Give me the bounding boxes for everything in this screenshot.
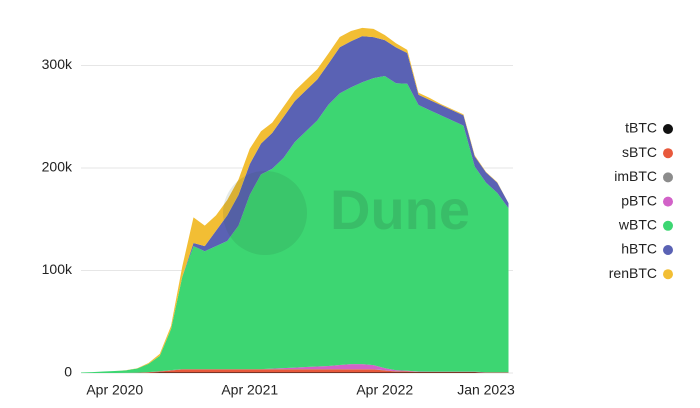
y-tick-label: 100k [42,261,73,277]
y-tick-label: 0 [64,364,72,380]
x-tick-label: Jan 2023 [457,382,515,398]
legend-swatch [663,269,673,280]
area [81,76,509,373]
legend-swatch [663,124,673,134]
legend-label: renBTC [609,265,657,281]
area [81,27,509,373]
legend-swatch [663,196,673,207]
legend-label: tBTC [625,120,657,136]
legend-label: wBTC [618,217,657,233]
y-tick-label: 300k [42,56,73,72]
legend-swatch [663,172,673,183]
legend-swatch [663,220,673,231]
x-tick-label: Apr 2022 [356,382,413,398]
legend-label: imBTC [614,168,657,184]
legend-label: sBTC [622,144,657,160]
legend-swatch [663,245,673,255]
legend-label: hBTC [621,241,657,257]
area [81,364,509,373]
x-tick-label: Apr 2021 [221,382,278,398]
legend-label: pBTC [621,192,657,208]
area [81,372,509,373]
legend-swatch [663,148,673,159]
watermark-logo [223,171,307,255]
areas [81,27,513,374]
area [81,369,509,373]
y-tick-label: 200k [42,159,73,175]
area [81,36,509,373]
watermark: Dune [330,178,470,241]
x-tick-label: Apr 2020 [86,382,143,398]
